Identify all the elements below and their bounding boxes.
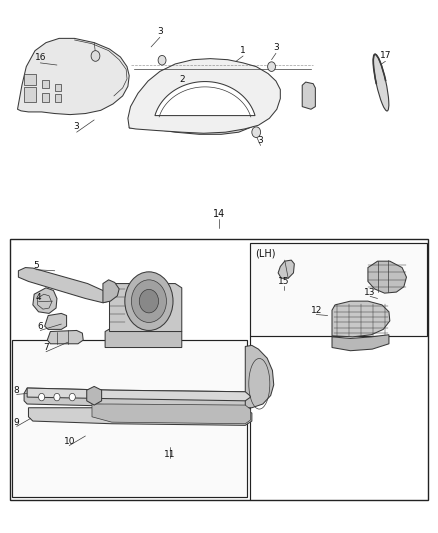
Text: 3: 3 xyxy=(157,28,163,36)
Text: 8: 8 xyxy=(14,386,20,394)
Text: 17: 17 xyxy=(380,52,391,60)
Bar xyxy=(24,87,36,102)
Polygon shape xyxy=(368,261,406,293)
Text: 4: 4 xyxy=(36,293,41,302)
Polygon shape xyxy=(128,59,280,133)
Circle shape xyxy=(39,393,45,401)
Bar xyxy=(42,93,49,102)
Bar xyxy=(55,84,61,91)
Text: 12: 12 xyxy=(311,306,322,314)
Polygon shape xyxy=(24,388,250,408)
Circle shape xyxy=(54,393,60,401)
Text: 9: 9 xyxy=(14,418,20,426)
Polygon shape xyxy=(332,335,389,351)
Bar xyxy=(55,94,61,102)
Text: 3: 3 xyxy=(258,136,264,144)
Circle shape xyxy=(125,272,173,330)
Circle shape xyxy=(158,55,166,65)
Circle shape xyxy=(139,289,159,313)
Text: 2: 2 xyxy=(179,76,184,84)
Polygon shape xyxy=(110,284,182,332)
Polygon shape xyxy=(155,82,255,116)
Bar xyxy=(42,80,49,88)
Text: 3: 3 xyxy=(273,44,279,52)
Polygon shape xyxy=(47,330,83,344)
Text: 11: 11 xyxy=(164,450,176,458)
Bar xyxy=(24,74,36,85)
Text: 3: 3 xyxy=(74,123,80,131)
Polygon shape xyxy=(18,38,129,115)
Polygon shape xyxy=(278,260,294,278)
Circle shape xyxy=(268,62,276,71)
Polygon shape xyxy=(129,61,267,134)
Text: (LH): (LH) xyxy=(255,249,276,259)
Circle shape xyxy=(252,127,261,138)
Text: 7: 7 xyxy=(43,343,49,352)
Polygon shape xyxy=(28,408,252,425)
Polygon shape xyxy=(105,328,182,348)
Text: 10: 10 xyxy=(64,437,75,446)
Polygon shape xyxy=(45,313,67,329)
Circle shape xyxy=(91,51,100,61)
Bar xyxy=(250,243,427,336)
Polygon shape xyxy=(27,388,251,401)
Text: 1: 1 xyxy=(240,46,246,55)
Polygon shape xyxy=(245,345,274,408)
Circle shape xyxy=(69,393,75,401)
Circle shape xyxy=(131,280,166,322)
Polygon shape xyxy=(87,386,102,405)
Polygon shape xyxy=(302,82,315,109)
Polygon shape xyxy=(332,301,390,337)
Text: 6: 6 xyxy=(37,322,43,330)
Polygon shape xyxy=(18,268,110,303)
Text: 14: 14 xyxy=(213,209,225,219)
Polygon shape xyxy=(103,280,119,303)
Polygon shape xyxy=(92,404,251,424)
Text: 15: 15 xyxy=(278,277,290,286)
Text: 16: 16 xyxy=(35,53,46,62)
Ellipse shape xyxy=(373,54,389,111)
Bar xyxy=(12,340,247,497)
Polygon shape xyxy=(33,288,57,313)
Bar xyxy=(10,239,428,500)
Text: 13: 13 xyxy=(364,288,376,296)
Text: 5: 5 xyxy=(33,261,39,270)
